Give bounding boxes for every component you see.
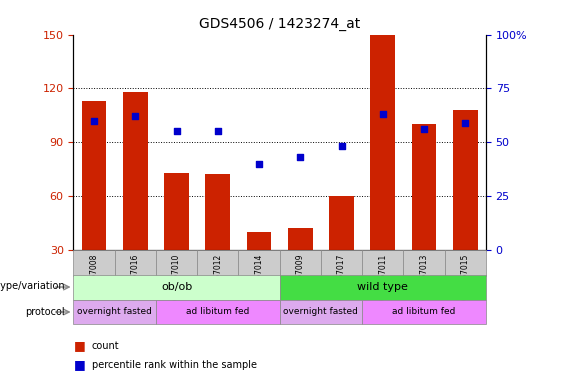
Point — [296, 154, 305, 160]
Bar — [280, 250, 321, 276]
Text: wild type: wild type — [357, 282, 408, 292]
Bar — [115, 250, 156, 276]
Text: GSM967008: GSM967008 — [90, 254, 98, 300]
Text: genotype/variation: genotype/variation — [0, 281, 65, 291]
Text: ad libitum fed: ad libitum fed — [392, 308, 456, 316]
Point — [419, 126, 429, 132]
Bar — [321, 250, 362, 276]
Point — [131, 113, 140, 119]
Text: ■: ■ — [73, 358, 85, 371]
Bar — [123, 92, 147, 250]
Text: GSM967011: GSM967011 — [379, 254, 387, 300]
Text: GSM967015: GSM967015 — [461, 254, 470, 300]
Bar — [371, 35, 395, 250]
Point — [254, 161, 263, 167]
Bar — [445, 250, 486, 276]
Bar — [82, 101, 106, 250]
Text: overnight fasted: overnight fasted — [284, 308, 358, 316]
Point — [461, 120, 470, 126]
Point — [379, 111, 388, 117]
Bar — [288, 228, 312, 250]
Bar — [197, 250, 238, 276]
Bar — [453, 110, 477, 250]
Bar — [403, 250, 445, 276]
Point — [214, 128, 223, 134]
Bar — [73, 250, 115, 276]
Text: GSM967017: GSM967017 — [337, 254, 346, 300]
Bar — [156, 300, 280, 324]
Bar — [238, 250, 280, 276]
Bar — [73, 275, 280, 300]
Text: ob/ob: ob/ob — [161, 282, 192, 292]
Bar — [164, 172, 189, 250]
Bar — [156, 250, 197, 276]
Bar — [362, 300, 486, 324]
Text: ■: ■ — [73, 339, 85, 352]
Title: GDS4506 / 1423274_at: GDS4506 / 1423274_at — [199, 17, 360, 31]
Text: percentile rank within the sample: percentile rank within the sample — [92, 360, 257, 370]
Bar — [412, 124, 436, 250]
Point — [337, 143, 346, 149]
Bar — [247, 232, 271, 250]
Text: ad libitum fed: ad libitum fed — [186, 308, 250, 316]
Text: GSM967010: GSM967010 — [172, 254, 181, 300]
Point — [89, 118, 99, 124]
Text: protocol: protocol — [25, 307, 65, 317]
Bar — [280, 300, 362, 324]
Text: GSM967014: GSM967014 — [255, 254, 263, 300]
Point — [172, 128, 181, 134]
Bar — [73, 300, 156, 324]
Text: GSM967013: GSM967013 — [420, 254, 428, 300]
Text: overnight fasted: overnight fasted — [77, 308, 152, 316]
Text: count: count — [92, 341, 119, 351]
Bar — [280, 275, 486, 300]
Bar — [329, 196, 354, 250]
Bar — [362, 250, 403, 276]
Text: GSM967016: GSM967016 — [131, 254, 140, 300]
Text: GSM967009: GSM967009 — [296, 254, 305, 300]
Text: GSM967012: GSM967012 — [214, 254, 222, 300]
Bar — [206, 174, 230, 250]
